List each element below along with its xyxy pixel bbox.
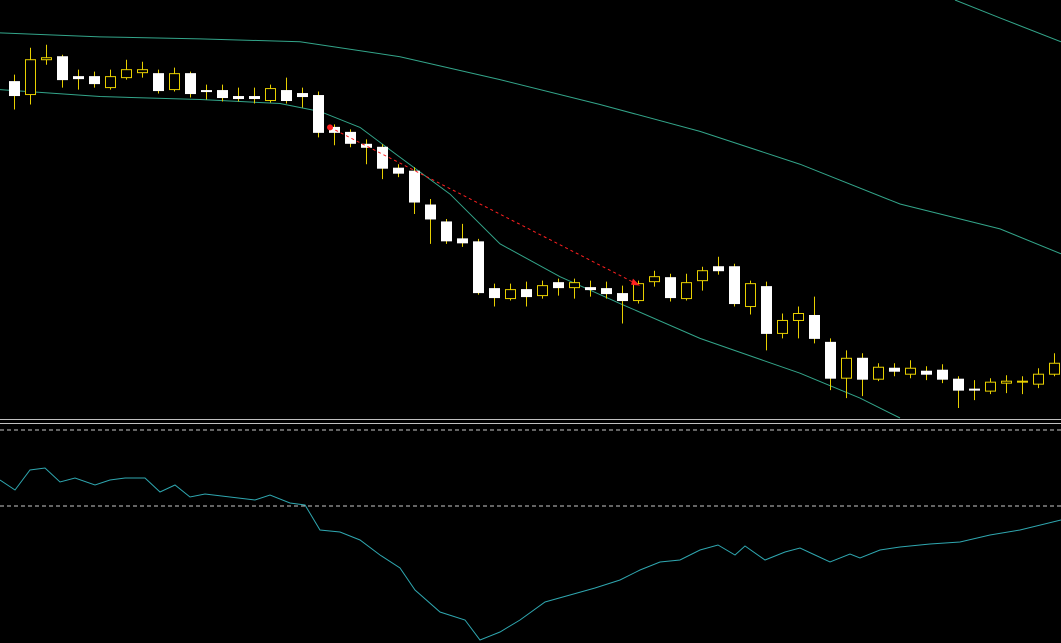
- candle-body: [1033, 373, 1044, 385]
- candle-body: [729, 266, 740, 305]
- candle-body: [713, 266, 724, 272]
- arrow-start: [327, 124, 333, 131]
- candle-body: [345, 131, 356, 144]
- candle-body: [249, 96, 260, 100]
- candle-body: [985, 381, 996, 392]
- candle-body: [953, 378, 964, 391]
- candle-body: [649, 276, 660, 283]
- candle-body: [857, 357, 868, 380]
- candle-body: [457, 238, 468, 244]
- candle-body: [825, 341, 836, 379]
- candle-body: [553, 282, 564, 289]
- candle-body: [505, 289, 516, 300]
- candle-body: [585, 287, 596, 291]
- candle-body: [441, 221, 452, 242]
- candle-body: [297, 93, 308, 98]
- candle-body: [601, 288, 612, 295]
- candle-body: [233, 96, 244, 100]
- candle-body: [777, 319, 788, 334]
- candle-body: [201, 90, 212, 93]
- candle-body: [793, 313, 804, 321]
- candle-body: [217, 90, 228, 99]
- candle-body: [617, 293, 628, 302]
- band-line: [954, 0, 1061, 43]
- candle-body: [185, 73, 196, 95]
- candle-body: [745, 283, 756, 308]
- candle-body: [9, 81, 20, 97]
- candle-body: [761, 286, 772, 334]
- candle-body: [121, 69, 132, 79]
- candle-body: [841, 357, 852, 379]
- candle-body: [969, 388, 980, 391]
- candle-body: [489, 288, 500, 299]
- band-line: [0, 89, 901, 419]
- candle-body: [697, 270, 708, 282]
- candle-body: [473, 241, 484, 294]
- candle-body: [361, 143, 372, 148]
- trend-arrow: [329, 126, 641, 287]
- candle-body: [105, 76, 116, 89]
- candle-body: [633, 283, 644, 302]
- candle-body: [537, 285, 548, 297]
- candle-body: [521, 289, 532, 298]
- candle-body: [409, 170, 420, 203]
- candle-body: [153, 73, 164, 92]
- candle-body: [73, 76, 84, 80]
- candle-body: [89, 76, 100, 85]
- candle-body: [1001, 380, 1012, 384]
- candle-body: [681, 282, 692, 300]
- candle-body: [393, 167, 404, 174]
- candle-body: [265, 88, 276, 102]
- candle-body: [313, 95, 324, 133]
- candle-body: [57, 56, 68, 81]
- candle-body: [1017, 380, 1028, 383]
- candle-body: [905, 367, 916, 375]
- oscillator-line: [0, 467, 1061, 641]
- candle-body: [889, 367, 900, 372]
- candle-body: [569, 282, 580, 289]
- candle-body: [809, 314, 820, 339]
- candle-body: [1049, 362, 1060, 375]
- candle-body: [41, 57, 52, 61]
- candle-body: [873, 366, 884, 380]
- candle-body: [665, 277, 676, 299]
- candle-body: [425, 204, 436, 220]
- arrow-head: [631, 278, 640, 286]
- candle-body: [937, 369, 948, 380]
- candle-body: [921, 370, 932, 375]
- candle-body: [169, 73, 180, 91]
- band-line: [0, 32, 1061, 255]
- candle-body: [377, 146, 388, 169]
- candle-body: [281, 90, 292, 102]
- candle-body: [25, 59, 36, 96]
- candle-body: [137, 69, 148, 74]
